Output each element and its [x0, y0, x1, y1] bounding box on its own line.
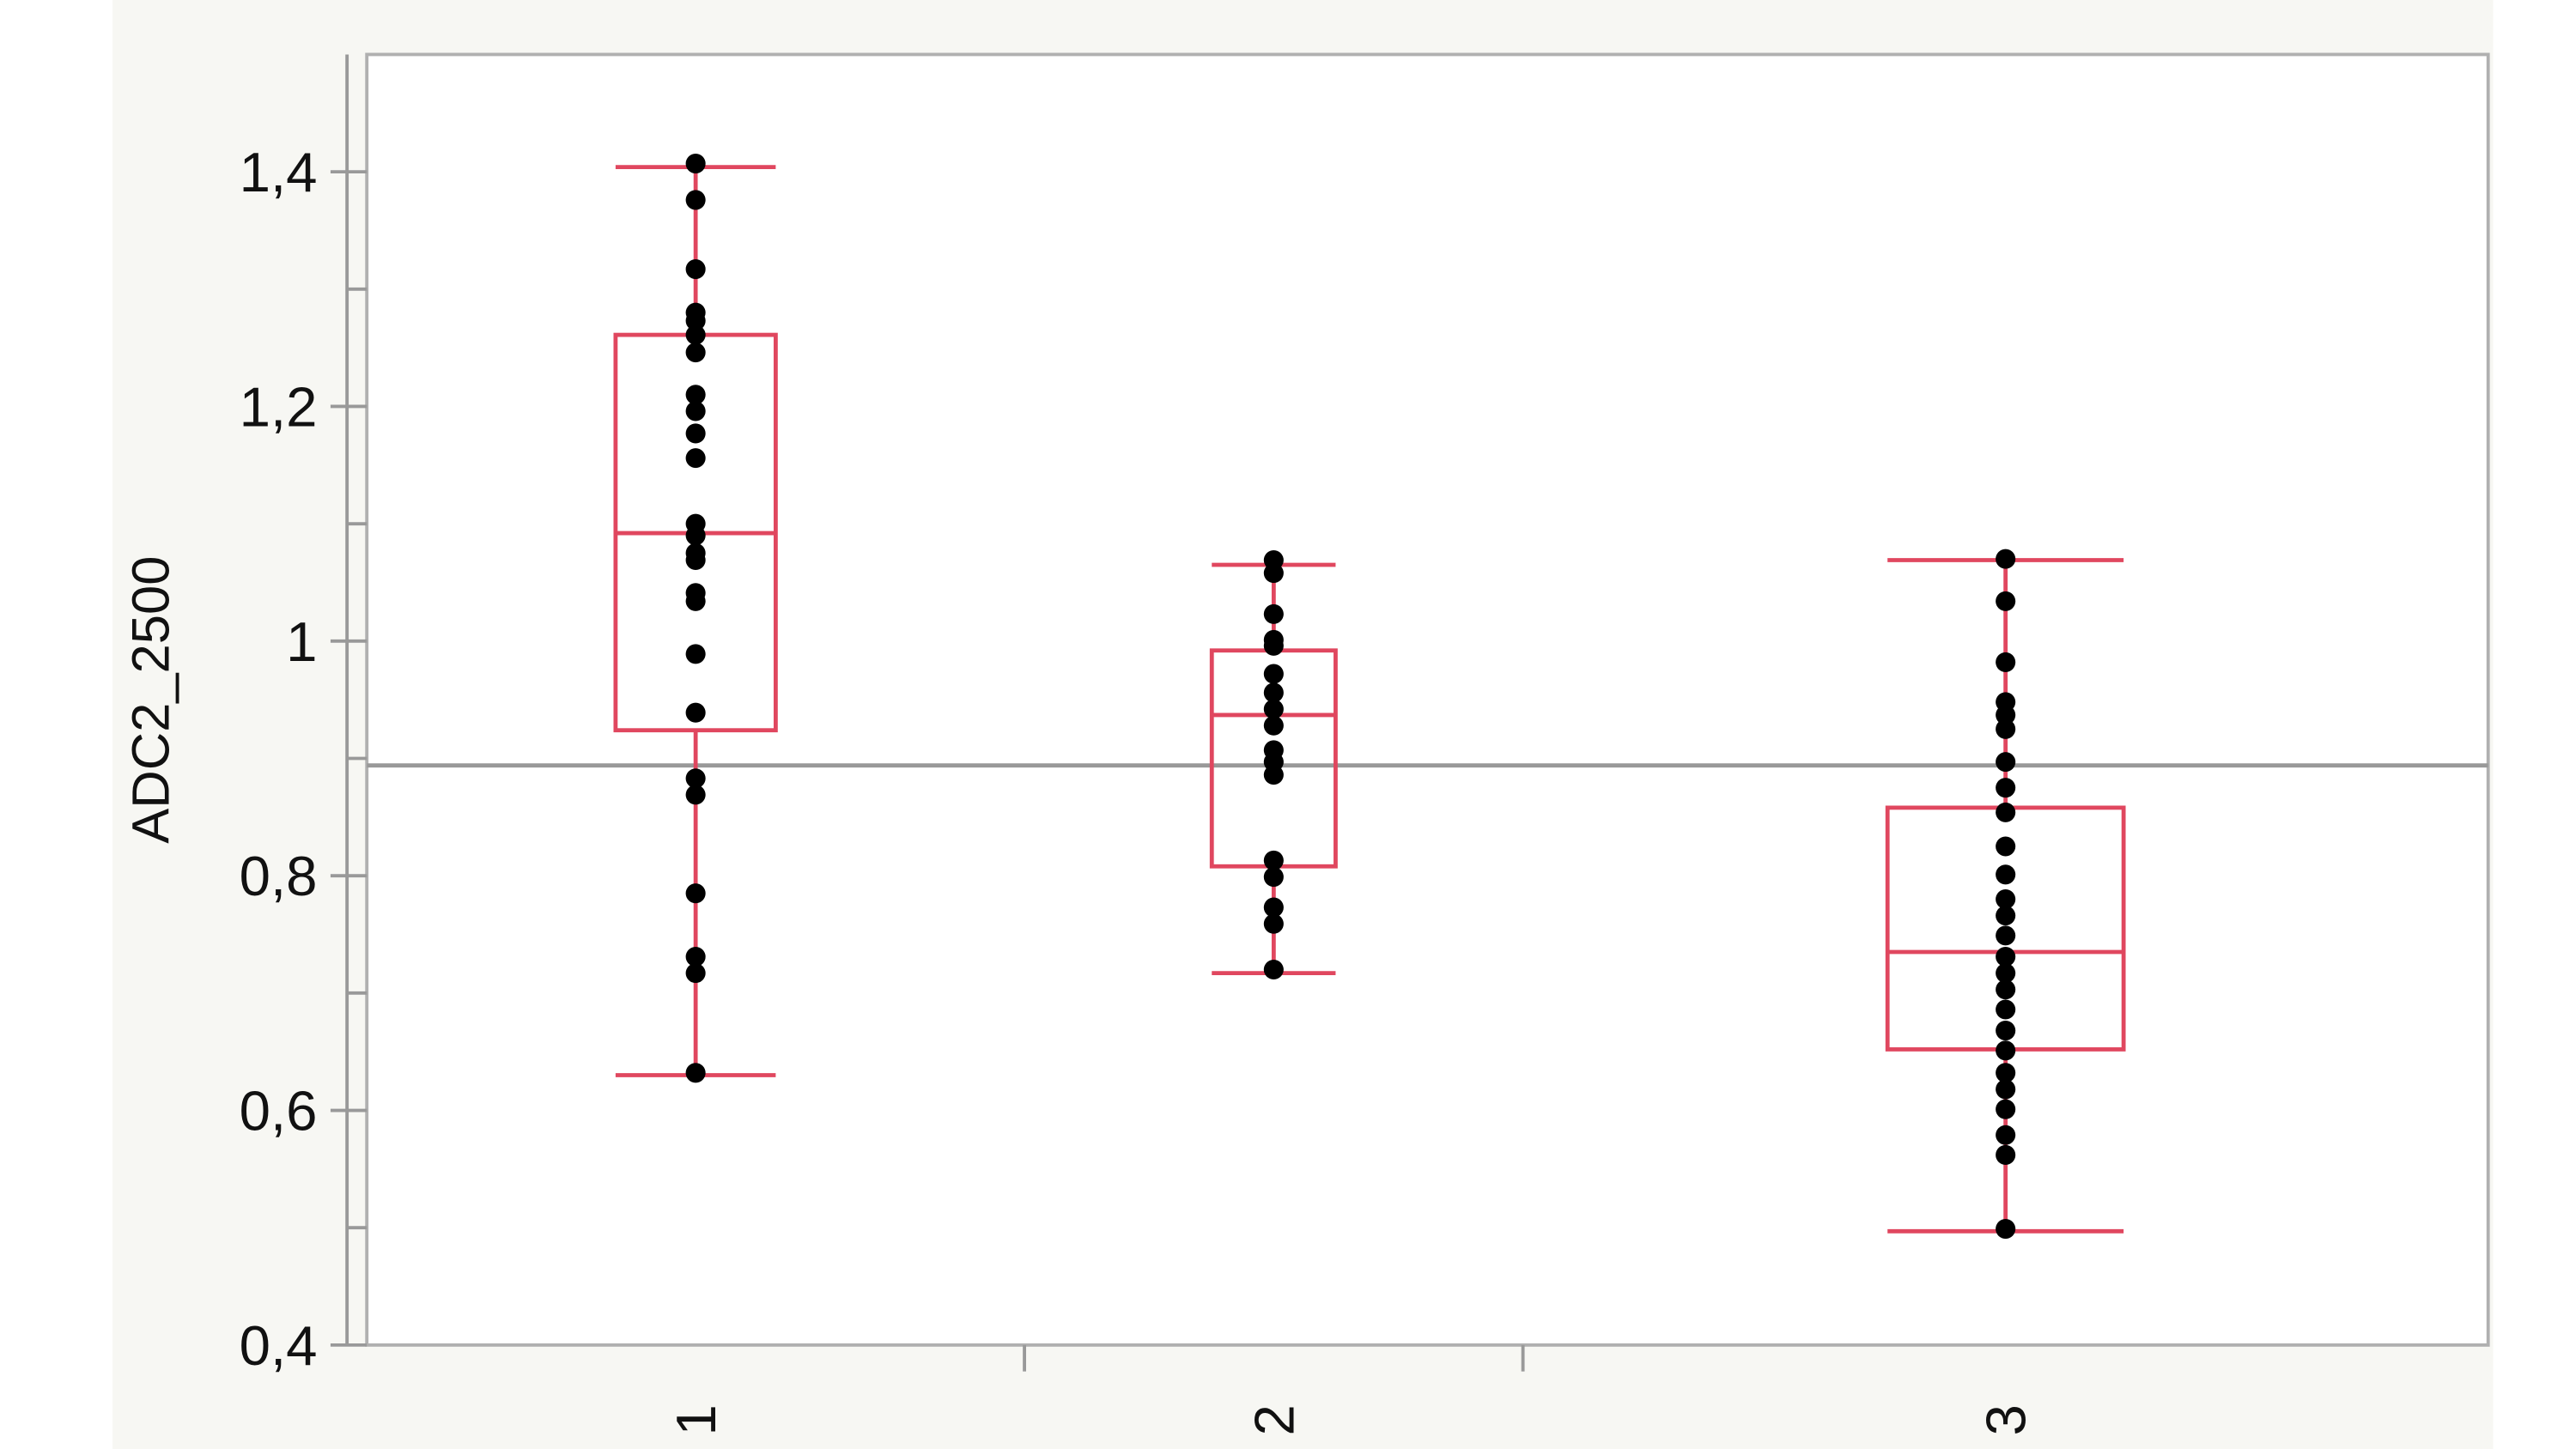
y-tick-label: 0,8 [240, 845, 318, 907]
data-point [1996, 946, 2016, 967]
data-point [1996, 718, 2016, 739]
data-point [1996, 549, 2016, 569]
data-point [685, 963, 706, 984]
data-point [1996, 1079, 2016, 1100]
data-point [685, 448, 706, 469]
data-point [1996, 802, 2016, 822]
data-point [685, 324, 706, 345]
data-point [1996, 1219, 2016, 1240]
data-point [1263, 959, 1284, 980]
data-point [1996, 999, 2016, 1020]
data-point [685, 259, 706, 280]
data-point [1996, 963, 2016, 984]
data-point [1996, 1099, 2016, 1119]
data-point [1263, 699, 1284, 719]
y-tick-label: 1,2 [240, 376, 318, 439]
data-point [1996, 752, 2016, 773]
data-point [1263, 715, 1284, 736]
data-point [685, 154, 706, 174]
data-point [1996, 925, 2016, 946]
data-point [1263, 635, 1284, 656]
y-tick-label: 0,6 [240, 1080, 318, 1143]
data-point [1996, 591, 2016, 611]
data-point [685, 702, 706, 723]
x-tick-label: 1 [665, 1404, 727, 1435]
data-point [1263, 897, 1284, 918]
data-point [1996, 705, 2016, 725]
data-point [1263, 765, 1284, 785]
data-point [1996, 1040, 2016, 1061]
data-point [1263, 913, 1284, 934]
data-point [685, 768, 706, 789]
data-point [1996, 652, 2016, 672]
x-tick-label: 3 [1975, 1404, 2038, 1435]
data-point [1263, 867, 1284, 888]
data-point [685, 591, 706, 611]
y-tick-label: 1,4 [240, 141, 318, 203]
data-point [1996, 1125, 2016, 1145]
data-point [1996, 888, 2016, 910]
y-tick-label: 0,4 [240, 1314, 318, 1377]
data-point [1996, 778, 2016, 798]
data-point [1996, 1144, 2016, 1165]
y-axis-label: ADC2_2500 [122, 556, 181, 844]
data-point [685, 549, 706, 571]
data-point [1996, 864, 2016, 885]
data-point [1263, 682, 1284, 703]
data-point [685, 311, 706, 331]
data-point [1996, 1063, 2016, 1083]
data-point [1996, 906, 2016, 926]
plot-area [365, 52, 2490, 1347]
data-point [1996, 836, 2016, 857]
data-point [685, 423, 706, 444]
data-point [1996, 1021, 2016, 1041]
data-point [1996, 979, 2016, 1000]
data-point [1263, 563, 1284, 584]
data-point [685, 883, 706, 904]
data-point [1263, 664, 1284, 684]
x-tick-label: 2 [1242, 1404, 1305, 1435]
data-point [1263, 603, 1284, 624]
data-point [685, 946, 706, 967]
data-point [685, 190, 706, 210]
y-tick-label: 1 [286, 610, 317, 673]
data-point [685, 1063, 706, 1083]
data-point [685, 401, 706, 421]
data-point [1263, 850, 1284, 870]
data-point [685, 525, 706, 546]
data-point [685, 343, 706, 363]
data-point [685, 385, 706, 405]
data-point [685, 785, 706, 805]
data-point [685, 644, 706, 664]
